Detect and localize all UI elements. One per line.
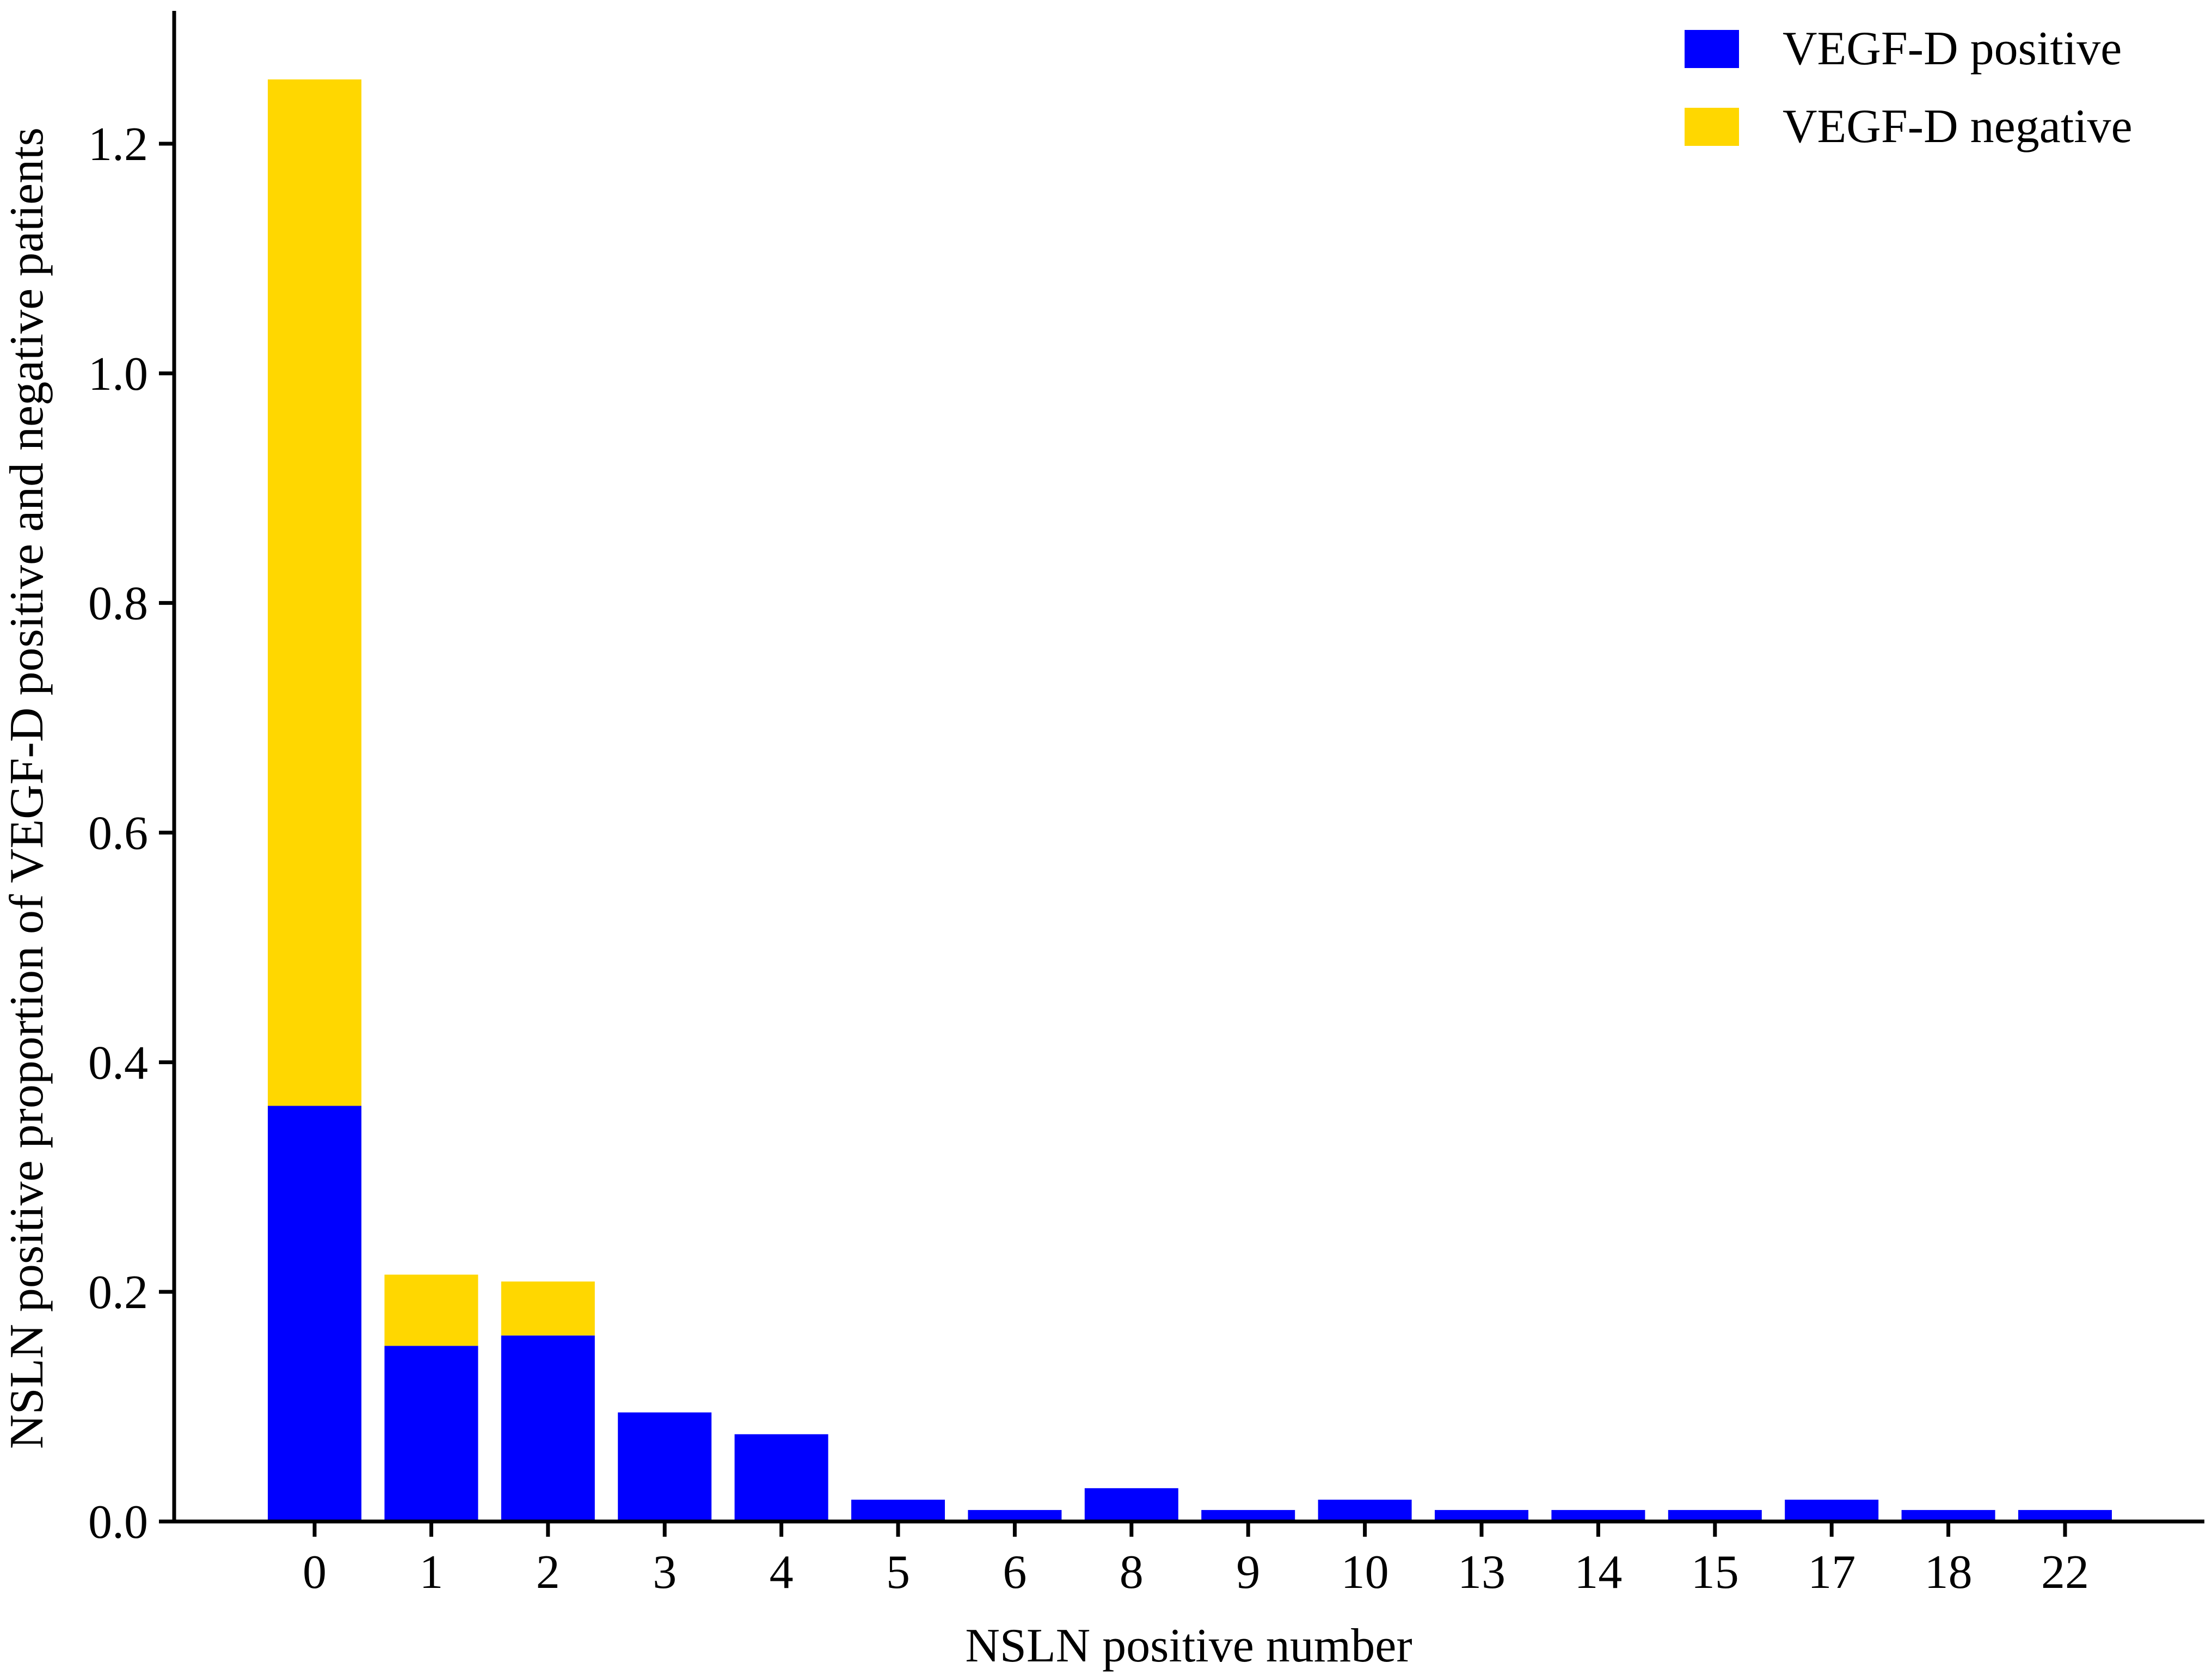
x-tick-label: 10 (1341, 1546, 1389, 1599)
bar-vegf-d-positive (1668, 1510, 1762, 1521)
y-axis-title: NSLN positive proportion of VEGF-D posit… (1, 127, 53, 1449)
bar-vegf-d-positive (851, 1499, 945, 1521)
bar-vegf-d-positive (1318, 1499, 1412, 1521)
x-axis-title: NSLN positive number (965, 1619, 1412, 1672)
bar-vegf-d-positive (268, 1106, 361, 1521)
x-tick-label: 14 (1574, 1546, 1622, 1599)
bars-layer (268, 79, 2112, 1521)
y-tick-label: 0.0 (88, 1496, 148, 1549)
x-ticks: 0 1 2 3 4 5 6 8 9 10 13 14 15 17 18 22 (303, 1521, 2089, 1599)
y-tick-label: 0.4 (88, 1036, 148, 1089)
x-tick-label: 5 (886, 1546, 910, 1599)
legend: VEGF-D positive VEGF-D negative (1685, 22, 2133, 153)
x-tick-label: 13 (1458, 1546, 1506, 1599)
bar-vegf-d-negative (384, 1274, 478, 1346)
bar-vegf-d-positive (734, 1434, 828, 1521)
x-tick-label: 9 (1236, 1546, 1260, 1599)
legend-label: VEGF-D positive (1783, 22, 2122, 75)
bar-vegf-d-positive (1084, 1488, 1178, 1521)
bar-vegf-d-positive (1785, 1499, 1879, 1521)
x-tick-label: 8 (1120, 1546, 1144, 1599)
y-tick-label: 0.6 (88, 807, 148, 860)
x-tick-label: 3 (653, 1546, 677, 1599)
legend-swatch (1685, 30, 1739, 68)
x-tick-label: 15 (1691, 1546, 1739, 1599)
bar-vegf-d-positive (1435, 1510, 1528, 1521)
bar-vegf-d-positive (1201, 1510, 1295, 1521)
x-tick-label: 17 (1808, 1546, 1855, 1599)
bar-vegf-d-positive (968, 1510, 1062, 1521)
y-tick-label: 0.2 (88, 1266, 148, 1319)
y-tick-label: 1.2 (88, 118, 148, 171)
x-tick-label: 18 (1925, 1546, 1973, 1599)
y-tick-label: 0.8 (88, 578, 148, 630)
x-tick-label: 22 (2041, 1546, 2089, 1599)
axes-layer (172, 11, 2204, 1524)
x-tick-label: 2 (536, 1546, 560, 1599)
x-tick-label: 4 (770, 1546, 794, 1599)
bar-vegf-d-positive (501, 1335, 595, 1521)
bar-vegf-d-positive (2018, 1510, 2112, 1521)
bar-vegf-d-negative (501, 1281, 595, 1336)
bar-vegf-d-positive (1901, 1510, 1995, 1521)
x-tick-label: 6 (1003, 1546, 1027, 1599)
bar-vegf-d-positive (1551, 1510, 1645, 1521)
legend-swatch (1685, 108, 1739, 146)
bar-vegf-d-positive (384, 1346, 478, 1521)
x-tick-label: 0 (303, 1546, 327, 1599)
x-tick-label: 1 (419, 1546, 443, 1599)
bar-vegf-d-positive (618, 1412, 712, 1521)
y-ticks: 0.0 0.2 0.4 0.6 0.8 1.0 1.2 (88, 118, 174, 1549)
bar-vegf-d-negative (268, 79, 361, 1106)
legend-label: VEGF-D negative (1783, 100, 2133, 153)
y-tick-label: 1.0 (88, 348, 148, 401)
